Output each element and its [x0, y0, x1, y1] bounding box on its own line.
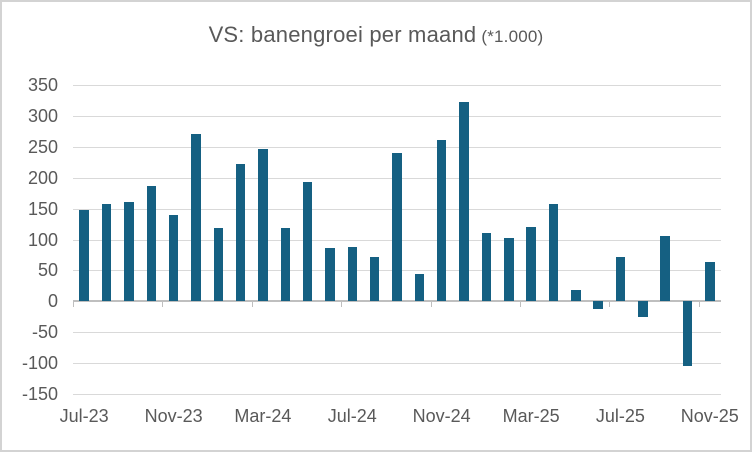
bar — [705, 261, 715, 302]
bar — [191, 134, 201, 302]
bar — [101, 204, 112, 302]
gridline — [73, 85, 721, 86]
x-axis-label: Jul-24 — [327, 406, 377, 426]
plot-area — [73, 85, 721, 395]
bar — [258, 149, 268, 302]
bar — [459, 101, 469, 302]
bar — [146, 186, 156, 302]
bar — [369, 257, 380, 302]
bar — [638, 301, 648, 318]
gridline — [73, 394, 721, 395]
bar — [615, 256, 626, 302]
chart-title-suffix: (*1.000) — [481, 27, 544, 46]
y-axis-label: -50 — [31, 322, 58, 343]
bar — [593, 301, 603, 310]
axis-tick — [251, 301, 253, 308]
y-axis-label: 50 — [37, 260, 58, 281]
y-axis-label: 300 — [27, 105, 58, 126]
bar — [660, 236, 670, 302]
bar — [168, 214, 179, 302]
bar — [682, 301, 693, 367]
y-axis-label: 350 — [27, 75, 58, 95]
chart-title: VS: banengroei per maand (*1.000) — [2, 22, 750, 48]
bar — [235, 164, 246, 302]
bar — [347, 246, 358, 302]
y-axis-label: 150 — [27, 198, 58, 219]
axis-tick — [609, 301, 611, 308]
axis-tick — [73, 301, 74, 308]
bar — [392, 153, 402, 302]
y-axis-label: 100 — [27, 229, 58, 250]
gridline — [73, 363, 721, 365]
axis-tick — [162, 301, 164, 308]
x-axis-line — [73, 300, 721, 303]
x-axis-label: Jul-25 — [595, 406, 645, 426]
gridline — [73, 332, 721, 334]
axis-tick — [519, 301, 521, 308]
bar — [213, 227, 223, 302]
bar — [79, 209, 89, 302]
bar — [124, 202, 134, 302]
x-axis-label: Jul-23 — [59, 406, 109, 426]
x-axis-label: Nov-25 — [680, 406, 739, 426]
axis-tick — [430, 301, 432, 308]
bar — [436, 140, 447, 302]
bar — [571, 289, 581, 302]
axis-tick — [341, 301, 343, 308]
y-axis-label: 250 — [27, 136, 58, 157]
bar — [414, 274, 425, 302]
bar — [325, 247, 335, 302]
y-axis-label: 0 — [47, 291, 58, 312]
bar — [280, 228, 290, 302]
bar — [481, 232, 492, 302]
gridline — [73, 115, 721, 117]
chart-title-text: VS: banengroei per maand — [208, 22, 477, 47]
y-axis-label: 200 — [27, 167, 58, 188]
x-axis-label: Nov-23 — [144, 406, 203, 426]
x-axis-label: Mar-25 — [502, 406, 560, 426]
bar — [302, 182, 313, 302]
x-axis-label: Nov-24 — [412, 406, 471, 426]
y-axis-label: -150 — [21, 384, 58, 404]
x-axis-label: Mar-24 — [234, 406, 292, 426]
bar — [504, 238, 514, 302]
bar — [526, 227, 536, 302]
y-axis-label: -100 — [21, 353, 58, 374]
axis-tick — [698, 301, 700, 308]
gridline — [73, 146, 721, 148]
bar — [548, 203, 559, 302]
